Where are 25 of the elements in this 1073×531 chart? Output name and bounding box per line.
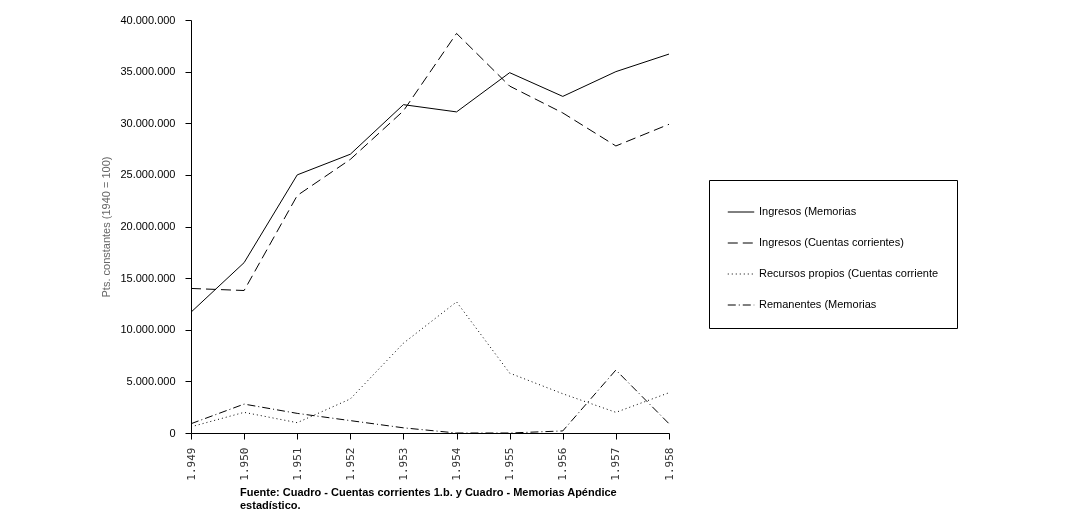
y-axis-title: Pts. constantes (1940 = 100) xyxy=(100,156,113,298)
source-note: Fuente: Cuadro - Cuentas corrientes 1.b. y Cuadro - Memorias Apéndice estadístico. xyxy=(240,486,618,512)
x-tick-label: 1.952 xyxy=(343,447,357,481)
x-tick-label: 1.950 xyxy=(237,447,251,481)
y-tick-label: 10.000.000 xyxy=(120,323,176,336)
x-tick-label: 1.953 xyxy=(396,447,410,481)
y-tick-label: 25.000.000 xyxy=(120,168,176,181)
y-tick-label: 35.000.000 xyxy=(120,65,176,78)
y-tick-label: 20.000.000 xyxy=(120,220,176,232)
legend-label: Ingresos (Memorias xyxy=(759,205,857,217)
x-tick-label: 1.955 xyxy=(503,447,517,481)
x-tick-label: 1.949 xyxy=(184,447,198,481)
legend-label: Recursos propios (Cuentas corriente xyxy=(759,267,939,279)
y-tick-label: 30.000.000 xyxy=(120,116,176,129)
x-tick-label: 1.957 xyxy=(609,447,623,481)
legend-label: Ingresos (Cuentas corrientes) xyxy=(759,236,904,248)
y-tick-label: 40.000.000 xyxy=(120,13,176,26)
x-tick-label: 1.951 xyxy=(290,447,304,481)
x-tick-label: 1.958 xyxy=(662,447,676,481)
y-tick-label: 0 xyxy=(169,426,176,439)
y-tick-label: 5.000.000 xyxy=(126,374,176,387)
x-tick-label: 1.956 xyxy=(556,447,570,481)
legend-label: Remanentes (Memorias xyxy=(759,298,877,310)
y-tick-label: 15.000.000 xyxy=(120,271,176,284)
x-tick-label: 1.954 xyxy=(450,447,464,481)
